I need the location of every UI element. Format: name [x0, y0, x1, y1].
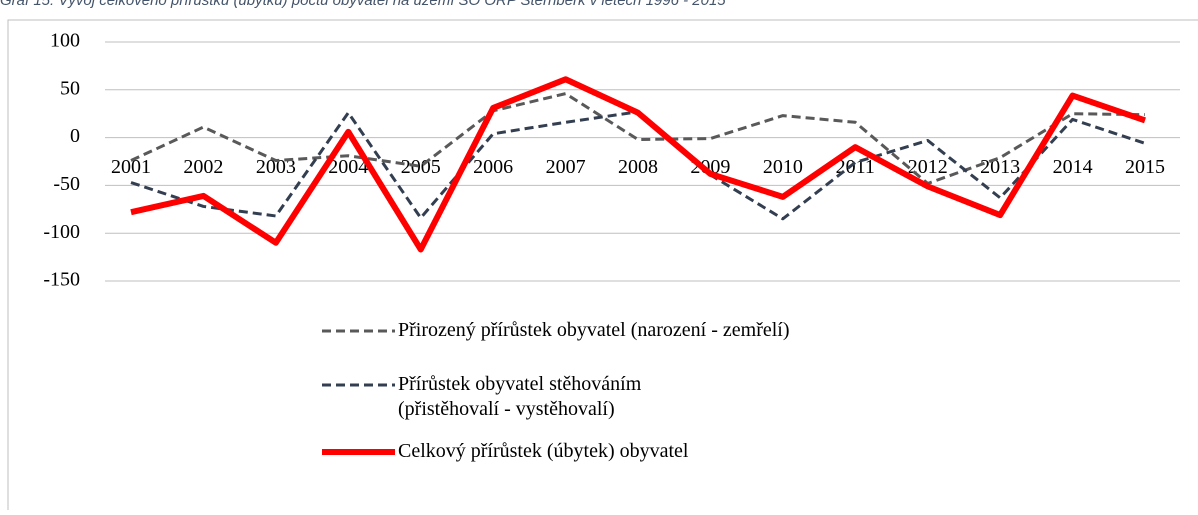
y-tick-label: 0	[70, 125, 80, 147]
x-tick-label: 2010	[763, 156, 803, 178]
x-tick-label: 2004	[328, 156, 368, 178]
y-tick-label: 50	[60, 77, 80, 99]
x-tick-label: 2005	[401, 156, 441, 178]
x-tick-label: 2006	[473, 156, 513, 178]
x-tick-label: 2012	[908, 156, 948, 178]
y-tick-label: -50	[53, 173, 80, 195]
chart-title: Graf 15: Vývoj celkového přírůstku (úbyt…	[0, 0, 726, 9]
y-tick-label: -150	[43, 269, 80, 291]
x-tick-label: 2001	[111, 156, 151, 178]
x-tick-label: 2007	[546, 156, 586, 178]
series-line	[130, 76, 1146, 253]
x-tick-label: 2008	[618, 156, 658, 178]
x-tick-label: 2013	[980, 156, 1020, 178]
y-tick-label: -100	[43, 221, 80, 243]
x-tick-label: 2014	[1053, 156, 1093, 178]
chart-frame	[7, 19, 1198, 510]
x-tick-label: 2003	[256, 156, 296, 178]
legend-label: Přirozený přírůstek obyvatel (narození -…	[398, 319, 790, 341]
x-tick-label: 2011	[836, 156, 875, 178]
legend-label: Celkový přírůstek (úbytek) obyvatel	[398, 440, 689, 462]
series-line	[130, 92, 1146, 185]
y-tick-label: 100	[50, 30, 80, 52]
x-tick-label: 2002	[183, 156, 223, 178]
x-tick-label: 2015	[1125, 156, 1165, 178]
legend-label: Přírůstek obyvatel stěhováním (přistěhov…	[398, 373, 642, 420]
